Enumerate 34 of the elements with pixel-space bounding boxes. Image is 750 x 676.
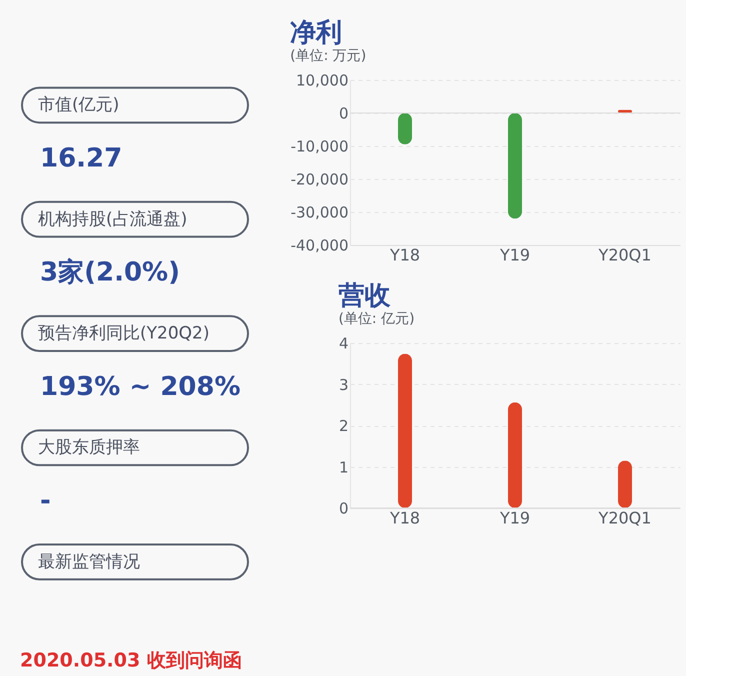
text: 大股东质押率 [38, 438, 140, 458]
bar [618, 460, 632, 508]
text: 预告净利同比(Y20Q2) [38, 324, 210, 344]
bar [398, 354, 412, 508]
y-tick-label: 0 [338, 500, 348, 518]
text: 3家(2.0%) [40, 258, 180, 288]
chart-subtitle: (单位: 万元) [290, 48, 366, 64]
y-tick-label: 1 [338, 458, 348, 476]
x-tick-label: Y20Q1 [598, 508, 652, 528]
y-tick-label: 3 [338, 376, 348, 394]
x-tick-label: Y19 [498, 246, 530, 264]
chart-title: 净利 [290, 18, 342, 48]
chart-title: 营收 [337, 281, 392, 311]
text: 市值(亿元) [38, 95, 120, 116]
y-tick-label: -30,000 [290, 204, 348, 222]
text: 2020.05.03 收到问询函 [20, 650, 242, 672]
text: 16.27 [40, 143, 122, 174]
bar [508, 402, 522, 508]
y-tick-label: 4 [338, 334, 348, 352]
text: 机构持股(占流通盘) [38, 209, 188, 230]
x-tick-label: Y20Q1 [598, 246, 652, 264]
y-tick-label: 0 [338, 104, 348, 122]
y-tick-label: -20,000 [290, 170, 348, 188]
y-tick-label: 10,000 [296, 72, 348, 90]
x-tick-label: Y18 [388, 246, 420, 264]
chart-subtitle: (单位: 亿元) [338, 311, 415, 327]
text: 193% ~ 208% [40, 372, 241, 402]
x-tick-label: Y18 [388, 508, 420, 528]
text: - [40, 486, 51, 516]
x-tick-label: Y19 [498, 508, 530, 528]
y-tick-label: 2 [338, 417, 348, 435]
y-tick-label: -10,000 [290, 138, 348, 156]
y-tick-label: -40,000 [290, 236, 348, 254]
text: 最新监管情况 [38, 552, 140, 572]
